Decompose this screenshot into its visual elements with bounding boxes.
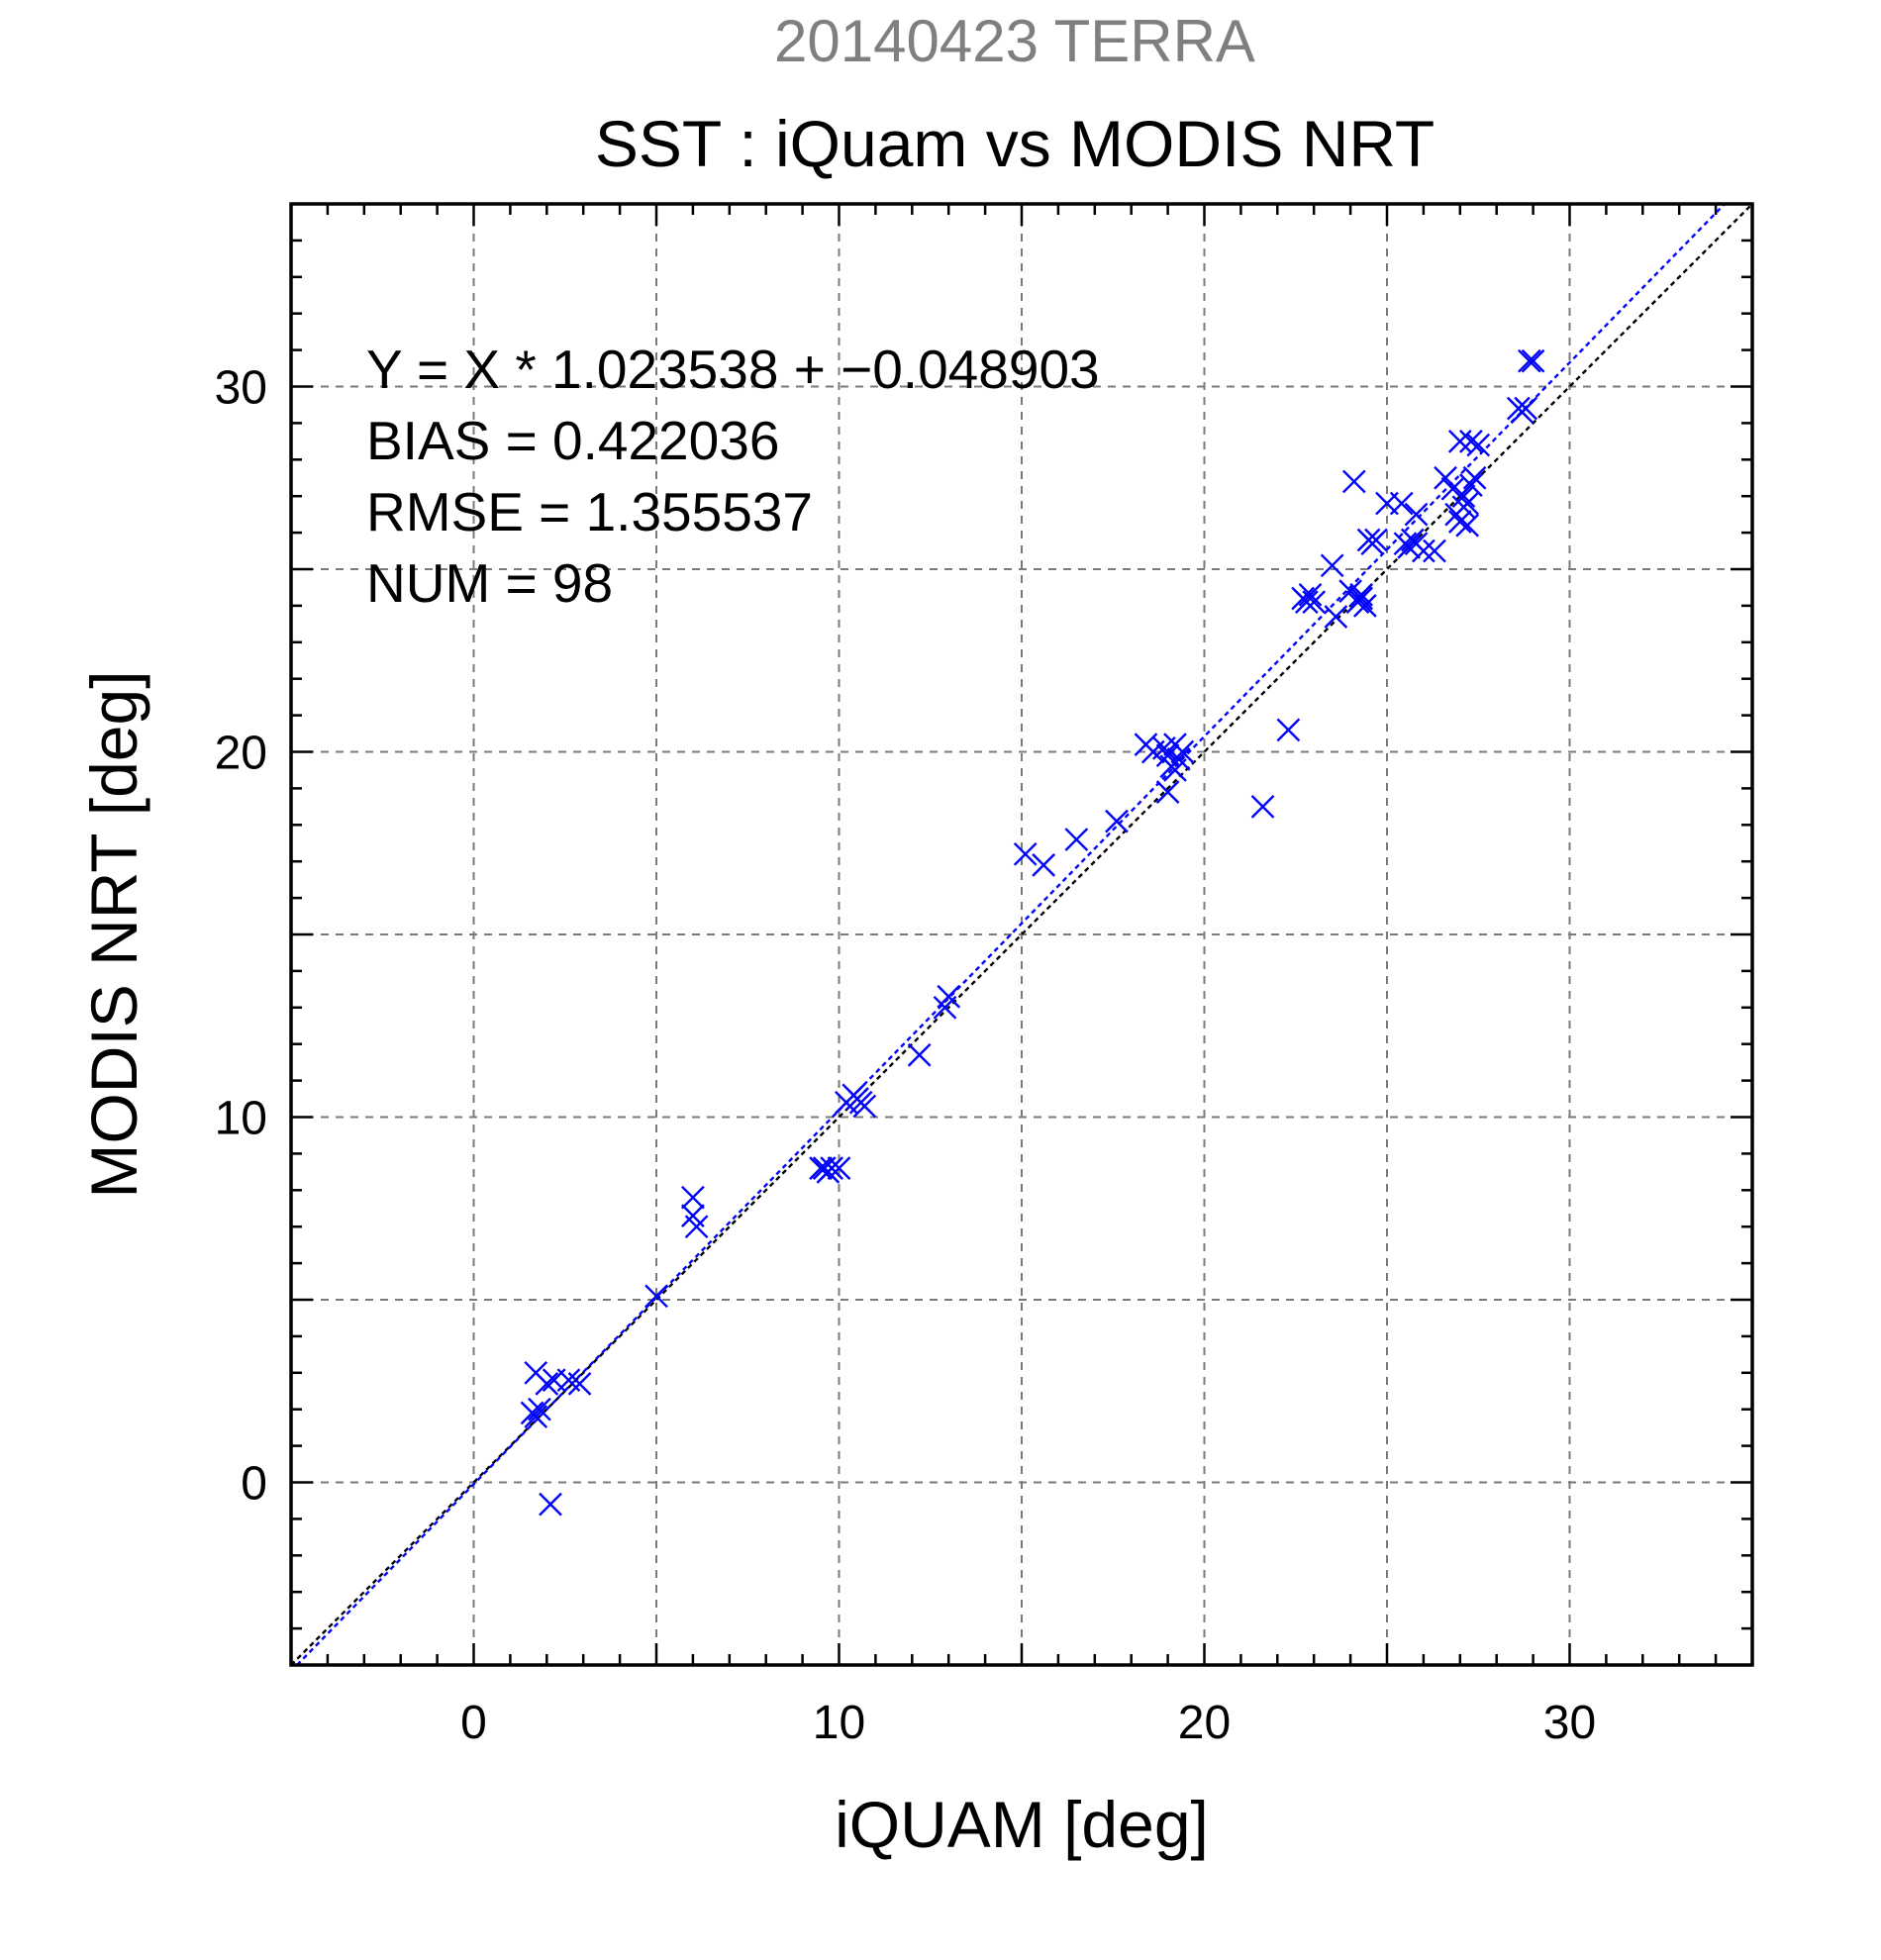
data-point bbox=[1064, 828, 1089, 851]
data-point bbox=[1341, 469, 1366, 494]
x-tick-label: 10 bbox=[813, 1697, 865, 1749]
data-point bbox=[907, 1042, 932, 1067]
data-point bbox=[1518, 348, 1541, 373]
data-point bbox=[1294, 590, 1319, 615]
tick-labels: 0 10 20 30 0 10 20 30 bbox=[215, 362, 1597, 1750]
data-point bbox=[852, 1094, 877, 1119]
data-point bbox=[1455, 491, 1480, 516]
data-point bbox=[528, 1397, 551, 1421]
data-point bbox=[1521, 348, 1545, 373]
data-point bbox=[535, 1372, 559, 1396]
regression-line bbox=[296, 203, 1726, 1666]
y-tick-label: 30 bbox=[215, 362, 267, 415]
data-point bbox=[1163, 758, 1187, 782]
data-point bbox=[1250, 795, 1275, 819]
data-point bbox=[937, 984, 961, 1009]
data-point bbox=[1447, 430, 1472, 453]
stats-line: RMSE = 1.355537 bbox=[366, 481, 813, 542]
data-point bbox=[567, 1372, 592, 1396]
data-point bbox=[1353, 594, 1377, 618]
grid-lines bbox=[291, 204, 1752, 1665]
data-point bbox=[820, 1156, 843, 1181]
data-point bbox=[1447, 510, 1472, 534]
y-tick-label: 0 bbox=[241, 1458, 267, 1511]
y-tick-label: 20 bbox=[215, 728, 267, 780]
data-point bbox=[1389, 491, 1414, 516]
data-point bbox=[1360, 532, 1385, 556]
data-point bbox=[1013, 841, 1038, 866]
stats-line: Y = X * 1.023538 + −0.048903 bbox=[366, 339, 1100, 400]
data-point bbox=[1032, 853, 1055, 877]
data-point bbox=[1324, 605, 1348, 629]
data-point bbox=[1320, 553, 1344, 578]
y-axis-label: MODIS NRT [deg] bbox=[77, 670, 150, 1198]
data-point bbox=[1404, 502, 1429, 527]
fit-lines bbox=[290, 203, 1753, 1666]
data-point bbox=[1302, 590, 1327, 615]
data-point bbox=[524, 1405, 548, 1428]
y-tick-label: 10 bbox=[215, 1093, 267, 1145]
stats-line: BIAS = 0.422036 bbox=[366, 410, 779, 471]
data-point bbox=[681, 1185, 705, 1210]
data-point bbox=[1105, 809, 1129, 833]
stats-annotation: Y = X * 1.023538 + −0.048903 BIAS = 0.422… bbox=[366, 339, 1100, 614]
stats-line: NUM = 98 bbox=[366, 552, 613, 614]
data-point bbox=[1451, 484, 1476, 509]
data-point bbox=[1455, 513, 1480, 538]
plot-frame bbox=[289, 202, 1754, 1667]
one-to-one-line bbox=[290, 203, 1753, 1666]
data-point bbox=[1170, 739, 1195, 764]
chart-supertitle: 20140423 TERRA bbox=[774, 8, 1255, 74]
data-points bbox=[520, 348, 1545, 1517]
data-point bbox=[1514, 396, 1538, 421]
data-point bbox=[1434, 465, 1457, 490]
data-point bbox=[827, 1156, 851, 1181]
data-point bbox=[1155, 780, 1180, 804]
data-point bbox=[1276, 718, 1301, 742]
data-point bbox=[1459, 473, 1483, 497]
chart-title: SST : iQuam vs MODIS NRT bbox=[595, 107, 1435, 180]
x-tick-label: 0 bbox=[460, 1697, 487, 1749]
data-point bbox=[684, 1215, 709, 1239]
data-point bbox=[1397, 536, 1421, 559]
data-point bbox=[1349, 586, 1374, 611]
data-point bbox=[1423, 539, 1446, 563]
data-point bbox=[539, 1492, 562, 1517]
data-point bbox=[1459, 430, 1483, 453]
data-point bbox=[809, 1156, 833, 1181]
data-point bbox=[1462, 465, 1487, 490]
x-tick-label: 20 bbox=[1178, 1697, 1231, 1749]
data-point bbox=[1412, 539, 1436, 563]
axis-ticks bbox=[291, 204, 1752, 1665]
data-point bbox=[644, 1284, 668, 1309]
x-axis-label: iQUAM [deg] bbox=[835, 1788, 1209, 1861]
data-point bbox=[1298, 582, 1323, 607]
data-point bbox=[1466, 433, 1491, 457]
x-tick-label: 30 bbox=[1543, 1697, 1596, 1749]
